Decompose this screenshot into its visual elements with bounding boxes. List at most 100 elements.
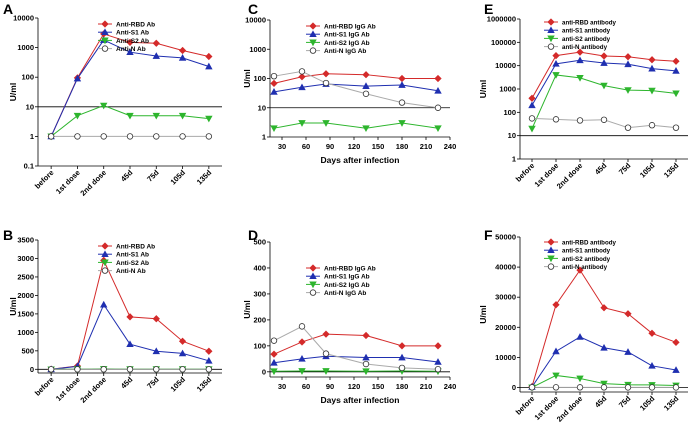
x-tick-label: before [514,161,537,184]
x-tick-label: 135d [195,168,214,187]
series-line [273,70,439,109]
x-tick-label: 75d [145,168,161,184]
panel-letter: E [484,1,493,17]
chart-panel-d: D 0 100 200 300 400 500 U/ml 30 60 90 120 150 180 210 2… [242,227,456,405]
data-point [178,349,187,357]
data-point [205,133,213,140]
data-point [126,340,134,348]
data-point [270,125,278,133]
data-point [100,300,108,308]
series-rbd [270,330,442,358]
data-point [74,133,81,140]
y-axis-label: U/ml [242,69,252,87]
legend-marker [547,246,555,254]
data-point [672,124,680,131]
data-point [205,366,213,373]
data-point [126,38,134,47]
data-point [322,350,330,357]
data-point [528,94,536,102]
data-point [398,120,406,127]
data-point [576,266,584,274]
data-point [528,101,536,109]
data-point [270,368,278,376]
y-axis-label: U/ml [8,83,18,101]
y-tick-label: 200 [253,315,266,324]
legend-marker [547,238,555,246]
data-point [434,125,442,133]
y-tick-label: 10000 [495,353,516,362]
legend-marker [309,281,317,289]
legend-marker [309,30,317,38]
y-tick-label: 10 [258,103,266,112]
x-tick-label: 105d [169,375,188,394]
legend-marker [309,47,317,54]
legend-marker [101,45,109,52]
legend-label: Anti-S1 Ab [116,252,149,259]
x-tick-label: 105d [169,168,188,187]
data-point [322,79,330,87]
data-point [298,83,306,91]
x-tick-label: 135d [662,161,681,180]
data-point [152,112,160,120]
chart-panel-c: C 1 10 100 1000 10000 U/ml 30 60 90 120 150 180 210 24… [242,1,456,165]
y-tick-label: 100 [253,74,266,83]
legend-label: Anti-RBD IgG Ab [324,266,376,273]
data-point [600,52,608,60]
x-tick-label: 150 [372,142,385,151]
data-point [648,87,656,95]
x-tick-label: 2nd dose [78,168,108,198]
y-tick-label: 500 [253,238,266,247]
data-point [153,366,160,373]
data-point [552,372,560,380]
x-tick-label: 210 [420,382,433,391]
data-point [298,68,306,75]
legend-marker [101,259,109,267]
data-point [362,360,370,368]
legend-label: Anti-S2 Ab [116,260,149,267]
data-point [552,116,560,123]
data-point [648,361,656,369]
data-point [552,72,560,79]
x-tick-label: 240 [444,142,457,151]
data-point [178,46,187,55]
data-point [434,358,442,365]
y-tick-label: 0 [30,365,34,374]
data-point [322,368,330,375]
data-point [600,380,608,388]
legend-marker [309,39,317,47]
data-point [270,79,278,88]
x-tick-label: 45d [119,375,135,391]
y-tick-label: 30000 [495,293,516,302]
x-axis-label: Days after infection [321,155,400,165]
data-point [624,348,632,355]
y-tick-label: 10000 [495,61,516,70]
data-point [672,384,680,391]
x-tick-label: 135d [662,394,681,413]
data-point [205,115,213,123]
y-axis-label: U/ml [478,305,488,323]
x-tick-label: 45d [593,161,609,177]
data-point [322,70,330,78]
legend-marker [547,255,555,263]
panel-letter: B [3,227,13,243]
data-point [600,116,608,123]
data-point [126,48,134,56]
data-point [298,355,306,362]
data-point [552,60,560,67]
data-point [648,384,656,391]
data-point [398,74,406,83]
legend-marker [309,289,317,296]
legend-label: Anti-S2 IgG Ab [324,40,370,47]
series-n [528,115,680,131]
legend-marker [101,267,109,274]
data-point [152,39,160,47]
series-rbd [528,266,680,391]
legend-label: Anti-S1 IgG Ab [324,274,370,281]
data-point [126,133,134,140]
data-point [600,384,608,391]
data-point [528,115,536,122]
data-point [47,366,55,373]
data-point [576,333,584,340]
